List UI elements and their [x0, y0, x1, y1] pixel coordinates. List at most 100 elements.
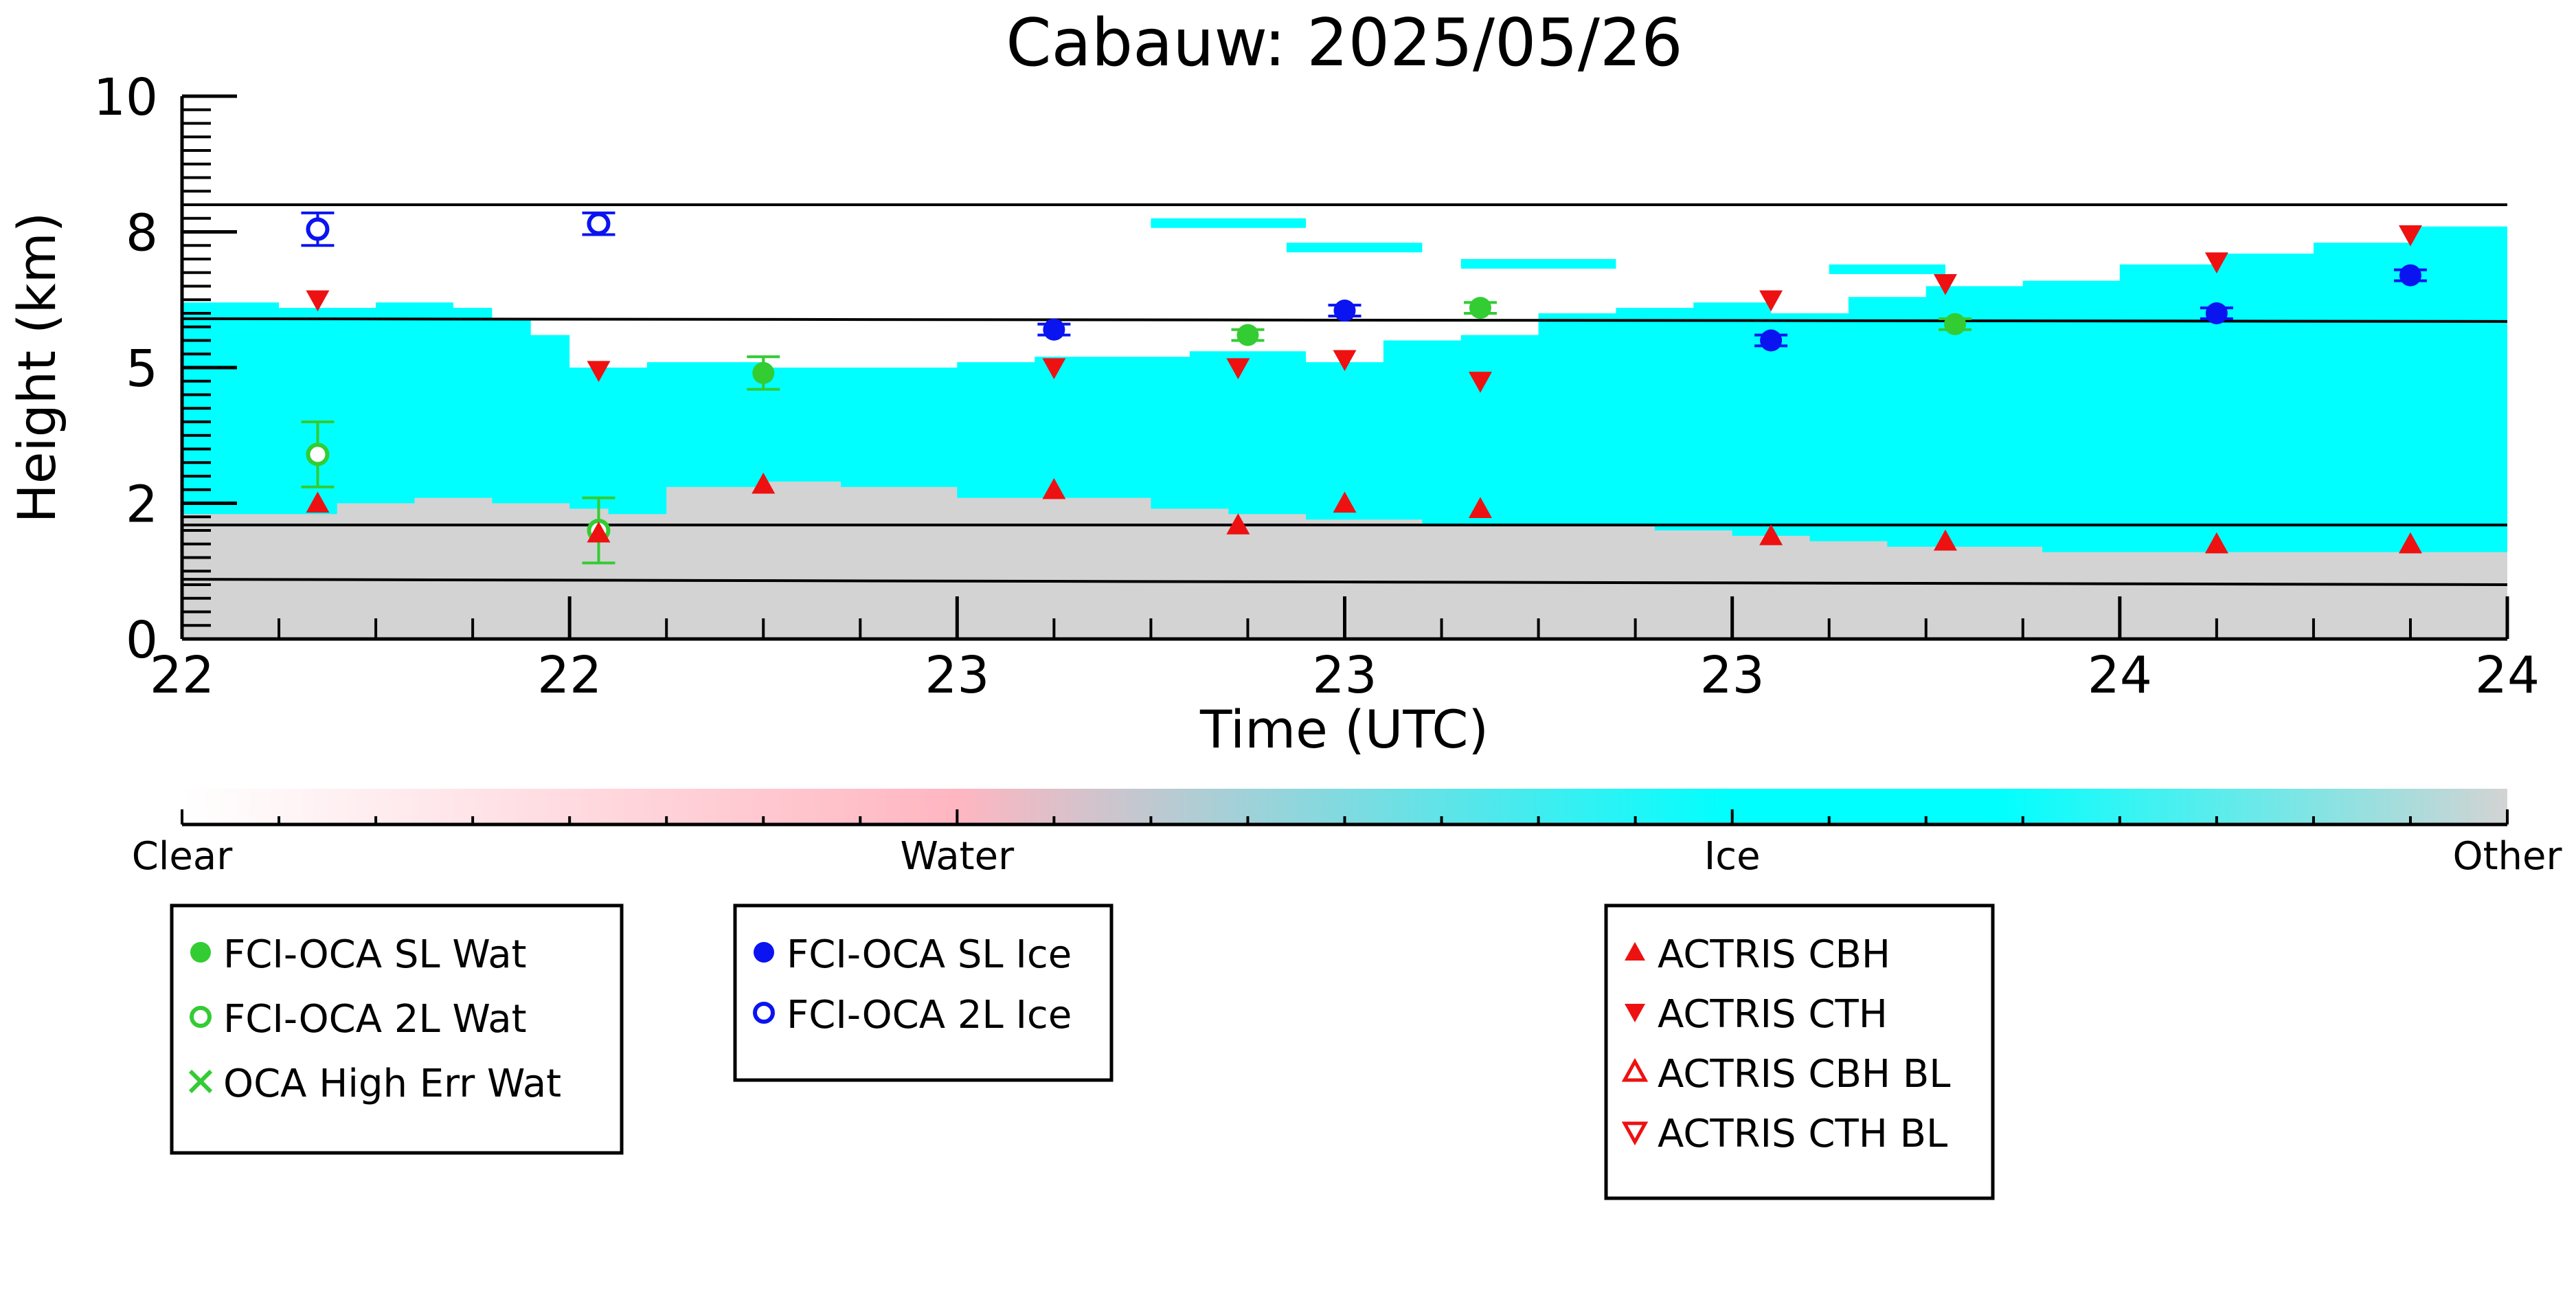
- marker-shape: [1621, 1057, 1649, 1082]
- legend-item: FCI-OCA SL Ice: [754, 932, 1072, 977]
- marker-shape: [1933, 529, 1957, 551]
- data-point: [306, 491, 330, 513]
- legend-frame: [733, 903, 1114, 1082]
- marker-shape: [1333, 491, 1357, 513]
- marker-shape: [1236, 324, 1259, 346]
- legend-label: FCI-OCA 2L Wat: [223, 997, 527, 1042]
- marker-shape: [1625, 942, 1645, 961]
- legend-marker: [753, 1002, 775, 1024]
- legend-marker: [1621, 1057, 1649, 1082]
- series-actris-cbh: [306, 472, 2422, 554]
- data-point: [1944, 313, 1967, 335]
- data-point: [587, 521, 611, 543]
- colorbar: Clear Water Ice Other: [132, 789, 2562, 879]
- data-point: [2204, 532, 2228, 554]
- legend-box-1: FCI-OCA SL Wat FCI-OCA 2L Wat OCA High Err…: [170, 903, 624, 1155]
- marker-shape: [587, 212, 611, 236]
- legend-label: OCA High Err Wat: [223, 1062, 561, 1106]
- marker-shape: [2398, 225, 2422, 247]
- marker-shape: [1226, 358, 1250, 379]
- marker-shape: [1042, 358, 1066, 379]
- ice-patch: [1151, 218, 1307, 228]
- marker-shape: [1468, 497, 1492, 518]
- x-tick-label: 22: [150, 646, 214, 705]
- marker-shape: [306, 217, 330, 241]
- classification-background: [182, 215, 2507, 639]
- data-point: [2398, 225, 2422, 247]
- data-point: [1226, 358, 1250, 379]
- marker-shape: [1933, 273, 1957, 295]
- marker-shape: [1226, 513, 1250, 535]
- marker-shape: [752, 361, 775, 384]
- colorbar-label: Water: [901, 834, 1015, 879]
- data-point: [1760, 329, 1783, 352]
- y-tick-label: 8: [126, 204, 158, 263]
- marker-shape: [1759, 524, 1783, 546]
- data-point: [1236, 324, 1259, 346]
- y-tick-label: 0: [126, 611, 158, 670]
- legend-item: ACTRIS CBH BL: [1621, 1052, 1950, 1097]
- data-point: [1333, 300, 1356, 322]
- legend-marker: [1625, 1004, 1645, 1022]
- x-tick-label: 24: [2088, 646, 2152, 705]
- marker-shape: [306, 442, 330, 467]
- series-actris-cth: [306, 225, 2422, 393]
- legend-marker: [188, 1069, 213, 1094]
- marker-shape: [1625, 1004, 1645, 1022]
- ice-patch: [1460, 259, 1616, 269]
- legend-item: ACTRIS CBH: [1625, 932, 1890, 977]
- marker-shape: [587, 521, 611, 543]
- x-tick-label: 23: [1700, 646, 1765, 705]
- marker-shape: [2204, 532, 2228, 554]
- data-point: [752, 472, 776, 494]
- marker-shape: [190, 1006, 212, 1028]
- data-point: [1759, 290, 1783, 312]
- legend-marker: [1621, 1121, 1649, 1146]
- data-point: [587, 212, 611, 236]
- data-point: [2205, 302, 2228, 324]
- data-point: [587, 361, 611, 382]
- legend-item: FCI-OCA 2L Ice: [753, 993, 1072, 1037]
- data-point: [1759, 524, 1783, 546]
- other-region: [182, 481, 2507, 639]
- marker-shape: [754, 942, 774, 963]
- marker-shape: [753, 1002, 775, 1024]
- marker-shape: [587, 361, 611, 382]
- y-axis-label: Height (km): [6, 212, 67, 524]
- legend-label: FCI-OCA SL Wat: [223, 932, 527, 977]
- legend-frame: [1604, 903, 1995, 1200]
- axes: 22 22 23 23 23 24 24 0 2 5 8 10: [93, 68, 2540, 705]
- legend-label: ACTRIS CBH: [1658, 932, 1890, 977]
- legend-label: ACTRIS CTH BL: [1658, 1112, 1947, 1156]
- reference-line: [181, 578, 2508, 586]
- data-point: [1933, 273, 1957, 295]
- chart-title: Cabauw: 2025/05/26: [1006, 5, 1683, 81]
- y-tick-label: 2: [126, 475, 158, 535]
- legend-marker: [754, 942, 774, 963]
- colorbar-label: Other: [2452, 834, 2562, 879]
- marker-shape: [752, 472, 776, 494]
- legend-marker: [1625, 942, 1645, 961]
- data-point: [2399, 264, 2421, 287]
- legend-box-2: FCI-OCA SL Ice FCI-OCA 2L Ice: [733, 903, 1114, 1082]
- data-point: [1333, 350, 1357, 372]
- marker-shape: [2398, 532, 2422, 554]
- legend-label: ACTRIS CTH: [1658, 992, 1888, 1037]
- legend-marker: [190, 942, 211, 963]
- marker-shape: [1621, 1121, 1649, 1146]
- marker-shape: [1944, 313, 1967, 335]
- legend-box-3: ACTRIS CBH ACTRIS CTH ACTRIS CBH BL ACTRIS …: [1604, 903, 1995, 1200]
- marker-shape: [2399, 264, 2421, 287]
- marker-shape: [1333, 350, 1357, 372]
- marker-shape: [2205, 302, 2228, 324]
- data-point: [1042, 358, 1066, 379]
- data-point: [1933, 529, 1957, 551]
- data-point: [1043, 318, 1065, 341]
- marker-shape: [1759, 290, 1783, 312]
- legend-frame: [170, 903, 624, 1155]
- marker-shape: [2204, 252, 2228, 273]
- legend-marker: [190, 1006, 212, 1028]
- marker-shape: [306, 290, 330, 312]
